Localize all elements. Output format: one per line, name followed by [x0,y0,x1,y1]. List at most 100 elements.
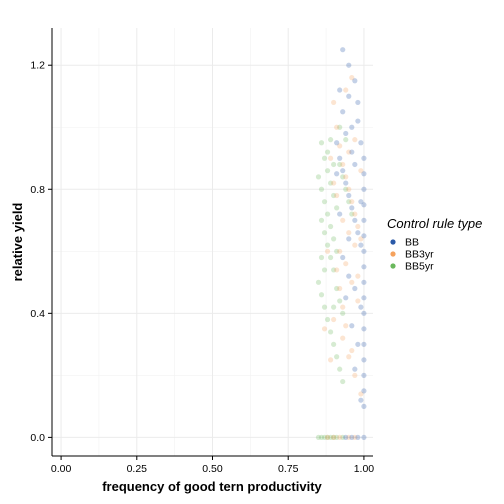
data-point-bb [346,273,352,279]
data-point-bb [361,279,367,285]
data-point-bb [358,140,364,146]
data-point-bb5yr [340,378,346,385]
data-point-bb [358,242,364,248]
data-point-bb [361,310,367,316]
data-point-bb5yr [331,341,337,347]
data-point-bb5yr [315,279,322,285]
data-point-bb3yr [337,248,343,254]
data-point-bb3yr [349,347,355,354]
data-point-bb3yr [343,87,349,93]
data-point-bb3yr [331,434,337,440]
data-point-bb [361,155,367,161]
data-point-bb [340,254,346,261]
data-point-bb5yr [321,155,328,161]
data-point-bb3yr [352,242,358,248]
data-point-bb [352,217,358,223]
legend-label-bb5yr: BB5yr [405,261,434,273]
data-point-bb [361,434,367,440]
data-point-bb5yr [328,223,334,230]
legend-key-bb5yr [390,263,396,269]
data-point-bb [334,171,340,177]
legend-label-bb3yr: BB3yr [405,249,434,261]
data-point-bb [361,248,367,254]
data-point-bb [337,211,343,217]
data-point-bb [334,140,340,146]
data-point-bb5yr [331,267,337,273]
data-point-bb [361,171,367,177]
data-point-bb5yr [324,211,331,217]
data-point-bb3yr [328,155,334,161]
data-point-bb [361,202,367,208]
data-point-bb [343,434,349,440]
data-point-bb [337,87,343,93]
data-point-bb3yr [346,354,352,360]
data-point-bb [358,304,364,310]
data-point-bb3yr [331,99,337,106]
data-point-bb [349,124,355,130]
x-axis-title: frequency of good tern productivity [102,479,322,494]
data-point-bb5yr [321,230,328,236]
data-point-bb [361,388,367,394]
data-point-bb3yr [358,168,364,174]
data-point-bb3yr [355,223,361,230]
data-point-bb5yr [343,186,349,192]
data-point-bb [361,341,367,347]
data-point-bb [355,341,361,347]
data-point-bb5yr [334,248,340,254]
data-point-bb5yr [334,285,340,292]
legend-key-bb3yr [390,251,396,257]
data-point-bb3yr [331,316,337,323]
x-tick-label: 0.50 [202,463,223,475]
y-tick-label: 1.2 [30,60,45,72]
y-tick-label: 0.4 [30,308,45,320]
data-point-bb3yr [324,248,331,254]
data-point-bb3yr [355,298,361,304]
data-point-bb [349,205,355,211]
data-point-bb3yr [346,149,352,155]
data-point-bb5yr [328,254,334,261]
data-point-bb [337,155,343,161]
data-point-bb [361,372,367,378]
data-point-bb5yr [324,434,331,440]
data-point-bb3yr [343,323,349,329]
legend-label-bb: BB [405,237,419,249]
x-tick-label: 0.25 [127,463,148,475]
data-point-bb3yr [358,391,364,397]
y-tick-label: 0.8 [30,184,45,196]
data-point-bb3yr [328,357,334,363]
data-point-bb3yr [340,304,346,310]
data-point-bb [352,285,358,292]
data-point-bb5yr [334,354,340,360]
data-point-bb5yr [328,434,334,440]
data-point-bb5yr [340,434,346,440]
data-point-bb3yr [340,335,346,341]
data-point-bb [361,186,367,192]
data-point-bb3yr [337,143,343,149]
data-point-bb [349,323,355,329]
data-point-bb [340,109,346,115]
data-point-bb5yr [337,124,343,130]
data-point-bb5yr [337,366,343,372]
data-point-bb3yr [346,434,352,440]
x-tick-label: 0.75 [278,463,299,475]
data-point-bb [361,357,367,363]
data-point-bb [355,118,361,124]
data-point-bb3yr [321,326,328,332]
data-point-bb5yr [324,149,331,155]
data-point-bb [346,236,352,242]
y-axis-title: relative yield [10,203,25,282]
data-point-bb5yr [334,205,340,211]
data-point-bb [355,230,361,236]
data-point-bb [361,233,367,239]
data-point-bb5yr [331,434,337,440]
data-point-bb3yr [331,180,337,186]
data-point-bb3yr [334,267,340,273]
data-point-bb5yr [318,217,325,223]
data-point-bb5yr [321,199,328,205]
data-point-bb5yr [340,310,346,316]
data-point-bb5yr [331,304,337,310]
data-point-bb [361,326,367,332]
